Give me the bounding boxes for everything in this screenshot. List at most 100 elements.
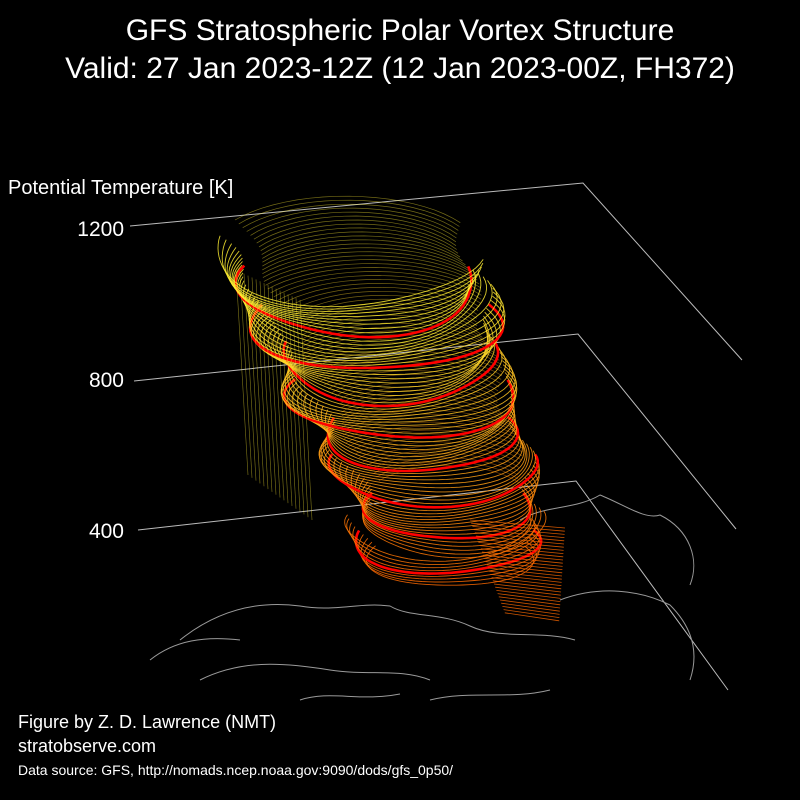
contour-line: [324, 424, 522, 477]
contour-back: [378, 465, 519, 483]
lower-lobe-line: [474, 532, 565, 542]
contour-back: [262, 235, 463, 262]
lower-lobe-line: [493, 583, 562, 593]
contour-back: [289, 290, 478, 315]
coastline-3: [519, 494, 695, 586]
contour-back: [270, 271, 482, 296]
lower-lobe-line: [496, 590, 561, 599]
lower-lobe-line: [475, 535, 565, 545]
flank-stripe: [271, 286, 285, 501]
contour-line: [281, 375, 516, 434]
flank-stripe: [239, 271, 253, 478]
contour-line: [320, 446, 533, 501]
contour-back: [285, 287, 479, 311]
contour-back: [301, 314, 483, 338]
flank-stripe: [251, 277, 265, 487]
contour-back: [341, 409, 515, 430]
flank-stripe: [263, 283, 277, 495]
chart-title: GFS Stratospheric Polar Vortex Structure: [125, 14, 675, 47]
coastline-2: [149, 638, 241, 661]
contour-back: [340, 390, 501, 411]
contour-back: [238, 199, 460, 227]
contour-line: [245, 287, 502, 359]
lower-lobe-line: [473, 529, 565, 538]
coastline-0: [179, 603, 576, 641]
contour-ring-700: [326, 416, 520, 473]
flank-stripe: [299, 299, 313, 521]
contour-back: [258, 223, 457, 250]
lower-lobe-line: [503, 609, 560, 618]
contour-line: [362, 495, 532, 543]
contour-line: [281, 368, 518, 426]
contour-back: [261, 231, 461, 258]
flank-stripe: [259, 281, 273, 492]
lower-lobe-line: [492, 580, 562, 590]
contour-line: [323, 450, 536, 505]
ztick-label-1200: 1200: [77, 218, 124, 241]
contour-line: [362, 503, 537, 551]
coastline-1: [199, 663, 431, 681]
contour-line: [237, 272, 482, 346]
data-source: Data source: GFS, http://nomads.ncep.noa…: [18, 762, 454, 778]
contour-line: [327, 412, 518, 469]
coastline-6: [299, 693, 401, 701]
lower-lobe-line: [504, 612, 560, 622]
gridline-400: [137, 480, 729, 691]
lower-lobe-line: [481, 551, 564, 561]
contour-back: [253, 215, 457, 243]
contour-line: [318, 442, 530, 497]
contour-line: [286, 356, 514, 418]
contour-line: [362, 506, 542, 555]
contour-back: [334, 378, 498, 399]
contour-back: [262, 251, 475, 277]
contour-back: [320, 362, 501, 384]
contour-line: [362, 499, 534, 547]
gridline-1200: [129, 182, 743, 361]
contour-back: [358, 441, 522, 461]
contour-line: [247, 291, 505, 361]
contour-line: [361, 488, 531, 535]
lower-lobe-line: [480, 548, 564, 558]
contour-back: [324, 366, 500, 388]
flank-stripe: [267, 284, 281, 498]
lower-lobe-line: [477, 538, 564, 548]
contour-line: [242, 283, 498, 356]
flank-stripe: [295, 298, 309, 518]
contour-line: [346, 518, 536, 566]
contour-ring-500: [361, 491, 532, 540]
lower-lobe-line: [490, 574, 562, 583]
lower-lobe-line: [501, 602, 560, 612]
contour-line: [349, 521, 539, 569]
ztick-label-400: 400: [89, 520, 124, 543]
contour-line: [322, 428, 523, 481]
contour-line: [240, 280, 493, 353]
contour-back: [262, 255, 478, 281]
lower-lobe-line: [498, 596, 561, 606]
lower-lobe-line: [472, 526, 565, 535]
site-credit: stratobserve.com: [18, 736, 157, 756]
coastline-4: [559, 590, 695, 681]
contour-line: [320, 432, 525, 485]
contour-back: [262, 243, 469, 269]
contour-back: [246, 207, 458, 235]
contour-back: [370, 453, 519, 472]
flank-stripe: [247, 275, 261, 484]
flank-stripe: [279, 290, 293, 506]
contour-line: [285, 344, 503, 410]
flank-stripe: [255, 279, 269, 490]
contour-line: [352, 525, 541, 572]
contour-line: [217, 235, 484, 308]
contour-back: [267, 267, 482, 292]
contour-back: [306, 346, 502, 369]
flank-stripe: [275, 288, 289, 504]
flank-stripe: [283, 292, 297, 509]
contour-back: [366, 449, 520, 468]
coastline-5: [429, 689, 551, 701]
lower-lobe-line: [497, 593, 561, 602]
contour-line: [284, 360, 516, 420]
lower-lobe-line: [471, 522, 565, 532]
contour-back: [256, 219, 457, 246]
contour-line: [248, 299, 506, 366]
contour-back: [262, 239, 466, 266]
